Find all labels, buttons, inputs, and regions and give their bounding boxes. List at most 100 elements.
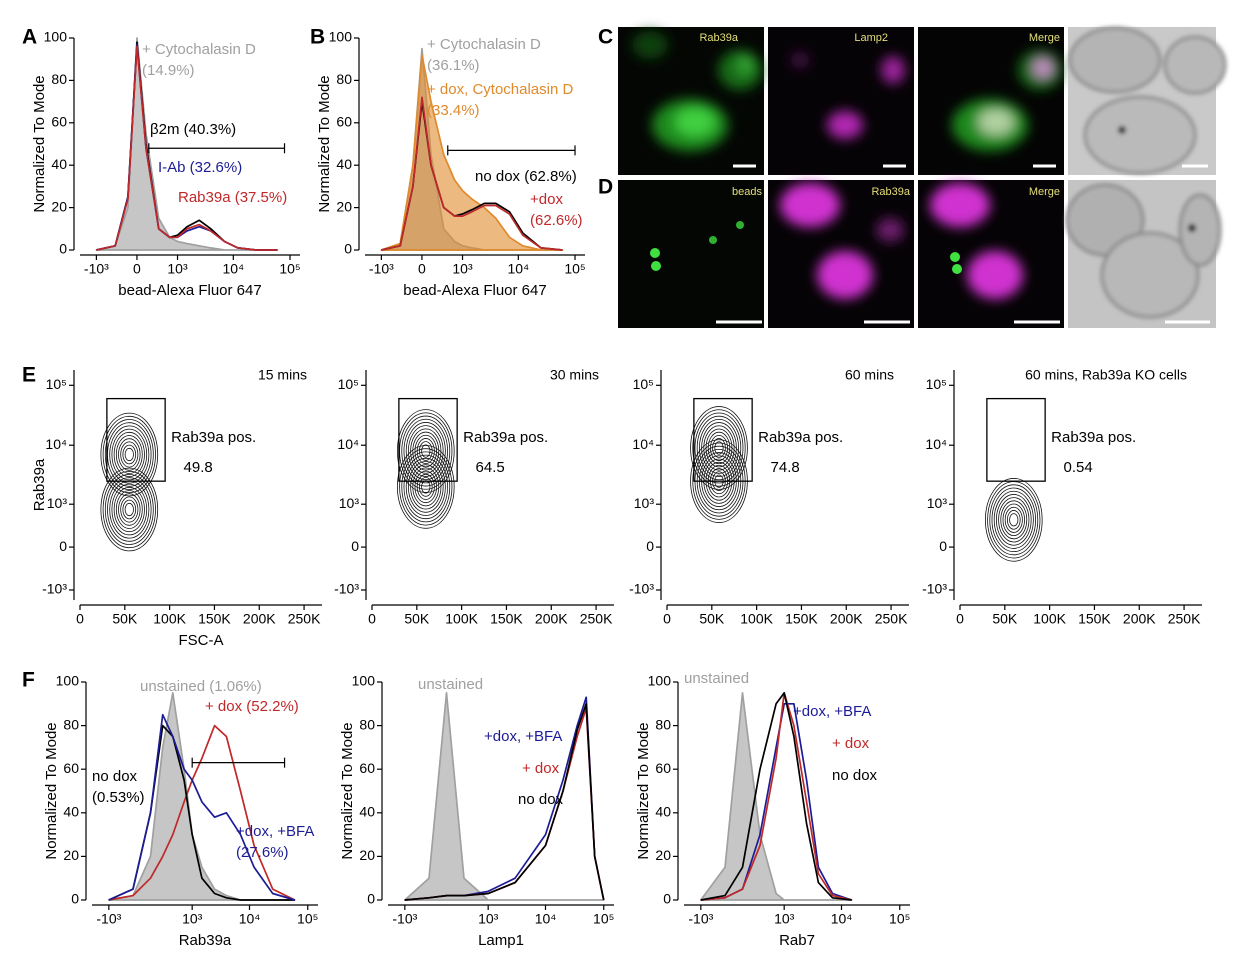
contour-ring bbox=[410, 464, 442, 510]
y-tick-label: 0 bbox=[939, 538, 947, 554]
contour-ring bbox=[107, 477, 152, 542]
contour-ring bbox=[414, 434, 437, 468]
y-tick-label: 40 bbox=[63, 804, 79, 820]
x-tick-label: 150K bbox=[1078, 611, 1111, 627]
y-tick-label: 20 bbox=[359, 847, 375, 863]
y-tick-label: 0 bbox=[71, 891, 79, 907]
x-tick-label: 150K bbox=[198, 611, 231, 627]
y-tick-label: 0 bbox=[663, 891, 671, 907]
series-label: + dox, Cytochalasin D bbox=[427, 81, 573, 98]
x-tick-label: 100K bbox=[445, 611, 478, 627]
x-tick-label: 10³ bbox=[452, 261, 473, 277]
x-tick-label: 10⁴ bbox=[223, 261, 245, 277]
contour-ring bbox=[418, 441, 433, 461]
y-tick-label: 10³ bbox=[927, 495, 948, 511]
signal bbox=[780, 183, 904, 299]
series-label: Rab39a (37.5%) bbox=[178, 189, 287, 206]
x-tick-label: 100K bbox=[153, 611, 186, 627]
y-tick-label: 20 bbox=[655, 847, 671, 863]
contour-ring bbox=[104, 419, 154, 490]
y-tick-label: 20 bbox=[63, 847, 79, 863]
y-tick-label: 100 bbox=[329, 29, 353, 45]
x-tick-label: -10³ bbox=[392, 911, 417, 927]
x-tick-label: 200K bbox=[243, 611, 276, 627]
y-tick-label: 10⁴ bbox=[45, 436, 67, 452]
histogram-line bbox=[404, 702, 605, 901]
y-tick-label: 0 bbox=[351, 538, 359, 554]
series-label: +dox, +BFA bbox=[793, 703, 871, 720]
y-tick-label: 10⁵ bbox=[46, 376, 67, 392]
x-axis-label: Rab39a bbox=[179, 932, 232, 949]
y-axis-label: Normalized To Mode bbox=[316, 75, 333, 212]
x-tick-label: -10³ bbox=[369, 261, 394, 277]
x-tick-label: -10³ bbox=[688, 911, 713, 927]
y-tick-label: 40 bbox=[359, 804, 375, 820]
x-tick-label: 200K bbox=[535, 611, 568, 627]
y-tick-label: 40 bbox=[336, 156, 352, 172]
y-tick-label: 80 bbox=[359, 716, 375, 732]
x-tick-label: 200K bbox=[1123, 611, 1156, 627]
micrograph-row-d: beads Rab39a Merge bbox=[618, 180, 1222, 328]
population-contour bbox=[396, 445, 455, 529]
y-tick-label: 10³ bbox=[339, 495, 360, 511]
y-tick-label: 10⁴ bbox=[337, 436, 359, 452]
plot-title: 60 mins bbox=[845, 367, 894, 383]
series-label: unstained (1.06%) bbox=[140, 678, 262, 695]
panel-label: E bbox=[22, 364, 36, 387]
series-label: + Cytochalasin D bbox=[142, 41, 256, 58]
contour-ring bbox=[407, 425, 444, 477]
y-tick-label: 10⁴ bbox=[925, 436, 947, 452]
histogram-line bbox=[108, 713, 296, 901]
contour-ring bbox=[703, 425, 735, 471]
contour-ring bbox=[102, 470, 156, 549]
panel-label: A bbox=[22, 26, 37, 49]
series-label: + dox (52.2%) bbox=[205, 698, 299, 715]
x-tick-label: 10⁵ bbox=[889, 911, 910, 927]
x-tick-label: 10³ bbox=[478, 911, 499, 927]
x-tick-label: 10⁴ bbox=[239, 911, 261, 927]
y-tick-label: -10³ bbox=[629, 581, 654, 597]
y-tick-label: -10³ bbox=[334, 581, 359, 597]
population-contour bbox=[100, 412, 159, 497]
brightfield-cells bbox=[1068, 26, 1227, 175]
gate-percent: 64.5 bbox=[476, 459, 505, 476]
channel-label: Rab39a bbox=[871, 186, 910, 198]
contour-ring bbox=[399, 412, 453, 490]
series-label: +dox, +BFA bbox=[236, 823, 314, 840]
contour-ring bbox=[100, 412, 159, 497]
contour-ring bbox=[412, 431, 440, 471]
x-tick-label: 250K bbox=[1168, 611, 1201, 627]
contour-ring bbox=[1004, 506, 1023, 533]
contour-ring bbox=[993, 490, 1034, 549]
contour-ring bbox=[113, 486, 145, 533]
contour-ring bbox=[416, 473, 435, 500]
x-tick-label: 10⁵ bbox=[297, 911, 318, 927]
population-contour bbox=[396, 409, 455, 493]
plot-title: 60 mins, Rab39a KO cells bbox=[1025, 367, 1187, 383]
series-note: (33.4%) bbox=[427, 102, 480, 119]
y-tick-label: 80 bbox=[63, 716, 79, 732]
panel-label: D bbox=[598, 176, 613, 199]
series-note: (62.6%) bbox=[530, 212, 583, 229]
contour-ring bbox=[714, 441, 724, 455]
y-tick-label: 0 bbox=[59, 241, 67, 257]
y-tick-label: 0 bbox=[344, 241, 352, 257]
contour-ring bbox=[692, 409, 746, 487]
y-tick-label: 20 bbox=[336, 198, 352, 214]
gate bbox=[148, 143, 286, 154]
x-tick-label: 250K bbox=[875, 611, 908, 627]
y-tick-label: 100 bbox=[352, 673, 376, 689]
x-tick-label: 0 bbox=[418, 261, 426, 277]
contour-ring bbox=[111, 428, 148, 481]
contour-ring bbox=[1009, 513, 1019, 527]
x-axis-label: bead-Alexa Fluor 647 bbox=[403, 282, 546, 299]
gate bbox=[106, 397, 166, 482]
x-tick-label: 50K bbox=[404, 611, 430, 627]
histogram-line bbox=[96, 45, 278, 251]
contour-ring bbox=[984, 478, 1043, 562]
x-tick-label: 10³ bbox=[167, 261, 188, 277]
plot-title: 15 mins bbox=[258, 367, 307, 383]
series-label: + dox bbox=[522, 760, 560, 777]
histogram-line bbox=[108, 724, 296, 901]
